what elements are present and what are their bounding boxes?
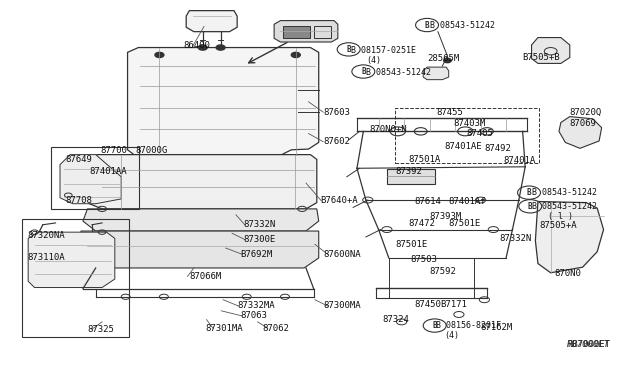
Text: 87066M: 87066M xyxy=(189,272,221,281)
Text: 87592: 87592 xyxy=(429,267,456,276)
Text: B7640+A: B7640+A xyxy=(320,196,358,205)
Text: 87403M: 87403M xyxy=(454,119,486,128)
Polygon shape xyxy=(77,231,319,268)
Text: 87392: 87392 xyxy=(395,167,422,176)
Text: 87492: 87492 xyxy=(484,144,511,153)
Text: 87393M: 87393M xyxy=(429,212,462,221)
Text: 87301MA: 87301MA xyxy=(205,324,243,333)
Text: 87062: 87062 xyxy=(262,324,289,333)
Text: B: B xyxy=(425,20,429,29)
Text: 870N0: 870N0 xyxy=(554,269,581,278)
Polygon shape xyxy=(186,11,237,32)
Text: B 08543-51242: B 08543-51242 xyxy=(366,68,431,77)
Text: 87325: 87325 xyxy=(88,325,115,334)
Text: 87455: 87455 xyxy=(436,108,463,118)
Polygon shape xyxy=(274,20,338,42)
Text: 87405: 87405 xyxy=(467,129,493,138)
Text: 87020Q: 87020Q xyxy=(570,108,602,118)
Text: B 08543-51242: B 08543-51242 xyxy=(532,188,596,197)
Text: 87324: 87324 xyxy=(383,315,410,324)
Circle shape xyxy=(155,52,164,58)
Text: 87600NA: 87600NA xyxy=(323,250,361,259)
Text: 87501E: 87501E xyxy=(449,219,481,228)
Polygon shape xyxy=(83,209,319,231)
Circle shape xyxy=(291,52,300,58)
Text: 87602: 87602 xyxy=(323,137,350,146)
Text: 28565M: 28565M xyxy=(427,54,460,63)
Bar xyxy=(387,169,435,184)
Text: (4): (4) xyxy=(444,331,460,340)
Text: 87450: 87450 xyxy=(414,300,441,310)
Text: 87300MA: 87300MA xyxy=(323,301,361,311)
Text: B: B xyxy=(433,321,437,330)
Text: B7171: B7171 xyxy=(440,300,467,310)
Circle shape xyxy=(216,45,225,50)
Polygon shape xyxy=(536,202,604,273)
Bar xyxy=(51,147,139,209)
Text: 87505+A: 87505+A xyxy=(540,221,577,230)
Bar xyxy=(22,219,129,337)
Text: 87000G: 87000G xyxy=(135,147,168,155)
Text: 87332N: 87332N xyxy=(500,234,532,243)
Polygon shape xyxy=(423,67,449,80)
Text: 87401A: 87401A xyxy=(504,156,536,166)
Text: 87162M: 87162M xyxy=(481,323,513,331)
Bar xyxy=(314,26,332,38)
Circle shape xyxy=(444,58,451,62)
Text: 87503: 87503 xyxy=(410,254,437,264)
Text: 87063: 87063 xyxy=(241,311,268,320)
Text: (4): (4) xyxy=(366,56,381,65)
Text: B 08156-8201F: B 08156-8201F xyxy=(436,321,501,330)
Text: RB7000ET: RB7000ET xyxy=(567,340,611,349)
Polygon shape xyxy=(559,116,602,148)
Text: 87332N: 87332N xyxy=(244,220,276,229)
Polygon shape xyxy=(60,155,121,204)
Text: 87603: 87603 xyxy=(323,108,350,117)
Text: B: B xyxy=(527,188,531,197)
Text: B7505+B: B7505+B xyxy=(523,53,560,62)
Text: 87069: 87069 xyxy=(570,119,596,128)
Bar xyxy=(395,109,539,163)
Text: 86400: 86400 xyxy=(183,41,210,50)
Polygon shape xyxy=(127,48,319,155)
Text: 87649: 87649 xyxy=(65,155,92,164)
Polygon shape xyxy=(28,232,115,288)
Text: B 08157-0251E: B 08157-0251E xyxy=(351,46,415,55)
Polygon shape xyxy=(532,38,570,63)
Text: 87501A: 87501A xyxy=(408,155,440,164)
Text: 87401Af: 87401Af xyxy=(449,197,486,206)
Text: 87332MA: 87332MA xyxy=(237,301,275,311)
Text: B7692M: B7692M xyxy=(241,250,273,259)
Text: B 08543-51242: B 08543-51242 xyxy=(429,21,495,30)
Text: ( l ): ( l ) xyxy=(548,212,573,221)
Text: 87501E: 87501E xyxy=(395,240,428,249)
Text: B 08543-51242: B 08543-51242 xyxy=(532,202,596,211)
Text: B: B xyxy=(528,202,532,211)
Text: 87300E: 87300E xyxy=(244,235,276,244)
Text: 87700: 87700 xyxy=(100,147,127,155)
Bar xyxy=(283,26,310,38)
Text: 873110A: 873110A xyxy=(27,253,65,263)
Text: 87472: 87472 xyxy=(408,219,435,228)
Text: 87401AA: 87401AA xyxy=(90,167,127,176)
Text: 87708: 87708 xyxy=(65,196,92,205)
Text: B: B xyxy=(361,67,365,76)
Text: RB7000ET: RB7000ET xyxy=(567,340,611,349)
Text: 87614: 87614 xyxy=(414,197,441,206)
Polygon shape xyxy=(90,155,317,209)
Text: 87401AE: 87401AE xyxy=(444,142,482,151)
Circle shape xyxy=(198,45,207,50)
Text: 870N0+N: 870N0+N xyxy=(370,125,407,134)
Text: 87320NA: 87320NA xyxy=(27,231,65,240)
Text: B: B xyxy=(346,45,351,54)
